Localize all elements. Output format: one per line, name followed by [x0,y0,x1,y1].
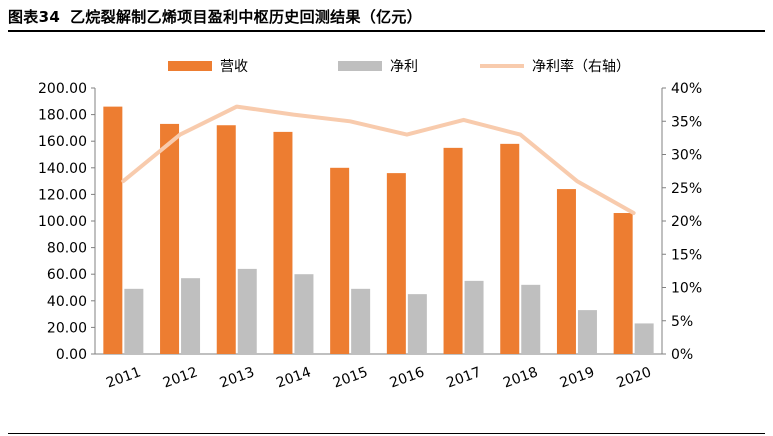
bar-revenue [330,167,350,354]
y-left-tick-label: 140.00 [38,161,87,177]
bar-revenue [613,213,633,354]
x-tick-label: 2020 [615,364,654,391]
bar-revenue [443,147,463,354]
bar-net-profit [464,280,484,354]
y-left-tick-label: 160.00 [38,134,87,150]
x-tick-label: 2015 [331,364,370,391]
x-tick-label: 2018 [501,364,540,391]
x-tick-label: 2013 [218,364,257,391]
line-net-margin [121,104,636,215]
x-tick-label: 2011 [104,364,143,391]
y-right-tick-label: 5% [671,314,693,330]
x-tick-label: 2012 [161,364,200,391]
y-right-tick-label: 20% [671,214,702,230]
figure-title-text: 乙烷裂解制乙烯项目盈利中枢历史回测结果（亿元） [70,8,422,26]
legend-label-net-profit: 净利 [390,59,418,75]
bar-net-profit [351,288,371,354]
y-right-tick-label: 0% [671,347,693,363]
legend-swatch-net-profit [338,61,382,71]
bar-net-profit [294,274,314,354]
y-left-tick-label: 40.00 [47,294,87,310]
bar-revenue [556,189,576,354]
legend-label-revenue: 营收 [220,59,248,75]
x-tick-label: 2017 [444,364,483,391]
legend-swatch-revenue [168,61,212,71]
bar-net-profit [577,310,597,354]
y-left-tick-label: 80.00 [47,241,87,257]
title-rule [8,30,765,32]
bottom-rule [8,433,765,434]
bar-net-profit [181,278,201,354]
x-tick-label: 2016 [388,364,427,391]
bar-revenue [273,131,293,354]
bar-revenue [500,143,520,354]
bar-revenue [103,106,123,355]
y-right-tick-label: 40% [671,81,702,97]
figure-title: 图表34 乙烷裂解制乙烯项目盈利中枢历史回测结果（亿元） [8,6,422,27]
y-right-tick-label: 30% [671,148,702,164]
bar-net-profit [521,284,541,354]
y-left-tick-label: 200.00 [38,81,87,97]
y-left-tick-label: 0.00 [56,347,87,363]
bar-revenue [386,173,406,354]
bar-net-profit [634,323,654,354]
y-right-tick-label: 15% [671,247,702,263]
bar-net-profit [237,268,257,354]
y-right-tick-label: 35% [671,114,702,130]
bar-revenue [160,123,180,354]
y-left-tick-label: 20.00 [47,320,87,336]
y-right-tick-label: 10% [671,281,702,297]
legend-label-net-margin: 净利率（右轴） [532,58,630,75]
y-left-tick-label: 180.00 [38,108,87,124]
bar-net-profit [124,288,144,354]
x-tick-label: 2014 [274,364,313,391]
bar-net-profit [407,294,427,354]
y-right-tick-label: 25% [671,181,702,197]
x-tick-label: 2019 [558,364,597,391]
y-left-tick-label: 60.00 [47,267,87,283]
figure-number: 图表34 [8,8,61,26]
y-left-tick-label: 100.00 [38,214,87,230]
y-left-tick-label: 120.00 [38,187,87,203]
bar-revenue [216,125,236,355]
